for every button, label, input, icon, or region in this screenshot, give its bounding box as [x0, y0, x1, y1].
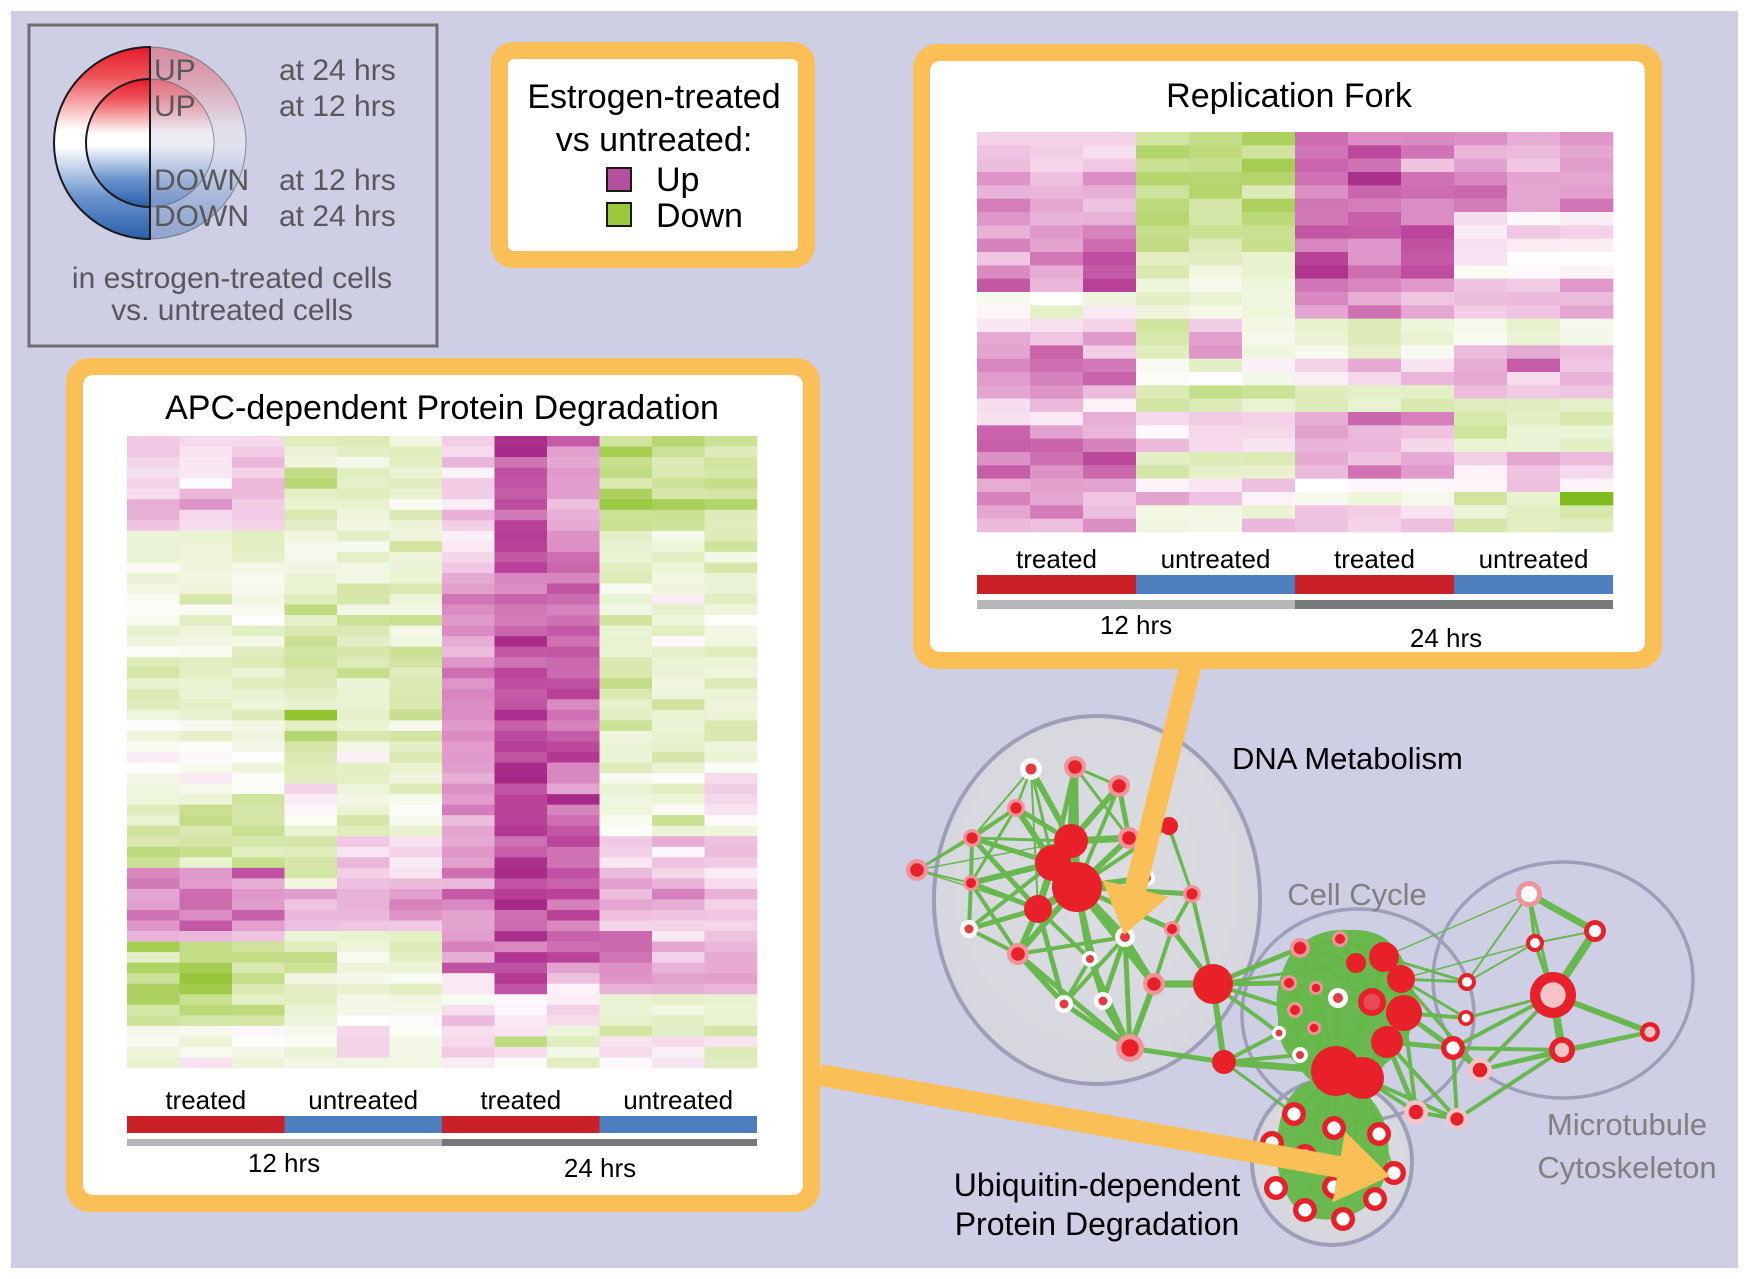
svg-text:treated: treated [1016, 544, 1097, 574]
svg-text:12 hrs: 12 hrs [248, 1148, 320, 1178]
svg-text:UP: UP [154, 90, 196, 123]
svg-text:vs untreated:: vs untreated: [556, 121, 753, 159]
svg-text:DOWN: DOWN [154, 164, 249, 197]
svg-text:Estrogen-treated: Estrogen-treated [527, 78, 780, 116]
svg-text:Replication Fork: Replication Fork [1166, 77, 1413, 115]
svg-text:Ubiquitin-dependent: Ubiquitin-dependent [954, 1167, 1241, 1203]
svg-text:Protein Degradation: Protein Degradation [955, 1206, 1240, 1242]
svg-text:treated: treated [1334, 544, 1415, 574]
svg-text:Microtubule: Microtubule [1547, 1107, 1707, 1142]
svg-text:untreated: untreated [308, 1085, 418, 1115]
svg-text:UP: UP [154, 54, 196, 87]
svg-text:Down: Down [656, 197, 743, 235]
svg-text:Up: Up [656, 161, 699, 199]
svg-text:12 hrs: 12 hrs [1100, 610, 1172, 640]
svg-text:untreated: untreated [623, 1085, 733, 1115]
svg-text:treated: treated [480, 1085, 561, 1115]
svg-text:at 24 hrs: at 24 hrs [279, 200, 396, 233]
svg-text:Cell Cycle: Cell Cycle [1287, 877, 1427, 912]
svg-text:vs. untreated cells: vs. untreated cells [111, 294, 353, 327]
svg-text:24 hrs: 24 hrs [564, 1153, 636, 1183]
svg-text:treated: treated [165, 1085, 246, 1115]
svg-text:Cytoskeleton: Cytoskeleton [1537, 1150, 1716, 1185]
svg-text:DNA Metabolism: DNA Metabolism [1232, 741, 1463, 776]
svg-text:untreated: untreated [1161, 544, 1271, 574]
svg-text:untreated: untreated [1479, 544, 1589, 574]
svg-text:in estrogen-treated cells: in estrogen-treated cells [72, 262, 392, 295]
svg-text:at 24 hrs: at 24 hrs [279, 54, 396, 87]
svg-text:APC-dependent Protein Degradat: APC-dependent Protein Degradation [165, 389, 719, 427]
svg-text:24 hrs: 24 hrs [1410, 623, 1482, 653]
svg-text:at 12 hrs: at 12 hrs [279, 164, 396, 197]
svg-text:DOWN: DOWN [154, 200, 249, 233]
svg-text:at 12 hrs: at 12 hrs [279, 90, 396, 123]
